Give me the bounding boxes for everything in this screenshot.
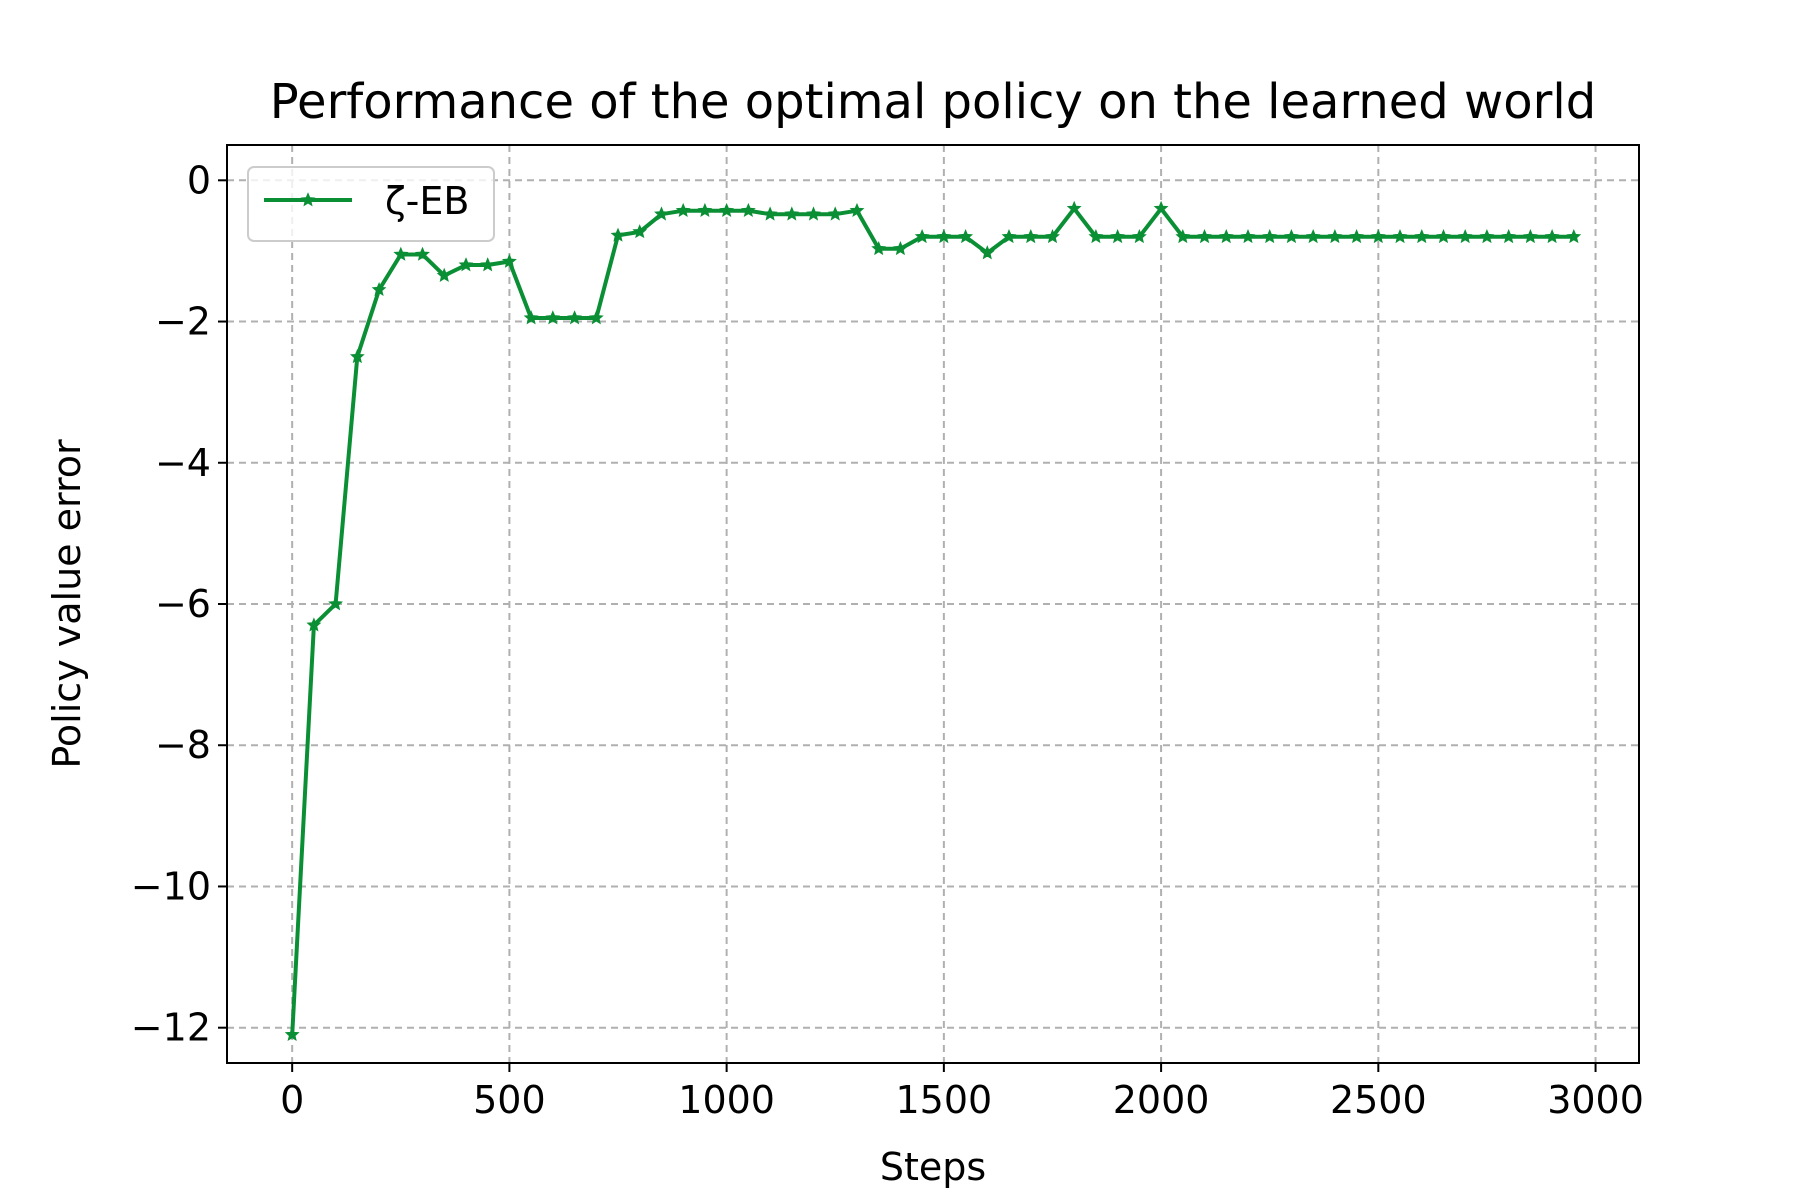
data-point: [284, 1027, 300, 1042]
data-point: [1414, 229, 1430, 244]
data-point: [393, 246, 409, 261]
data-point: [1131, 229, 1147, 244]
data-point: [523, 310, 539, 325]
x-axis-ticks: 0 500 1000 1500 2000 2500 3000: [280, 1063, 1644, 1122]
y-tick-label: −12: [131, 1006, 211, 1050]
data-point: [480, 257, 496, 272]
legend-marker: [300, 192, 316, 207]
data-point: [1544, 228, 1560, 244]
data-point: [1479, 229, 1495, 244]
data-point: [871, 240, 887, 256]
y-tick-label: −8: [155, 723, 211, 767]
data-point: [806, 206, 821, 221]
data-point: [1327, 228, 1343, 244]
data-point: [958, 228, 974, 244]
x-tick-label: 3000: [1547, 1078, 1644, 1122]
data-point: [567, 310, 583, 325]
data-point: [1088, 228, 1104, 244]
y-axis-label: Policy value error: [45, 439, 89, 769]
data-point: [654, 206, 669, 221]
legend: ζ-EB: [247, 166, 495, 242]
data-point: [1001, 229, 1017, 244]
data-point: [1566, 229, 1582, 244]
series-layer: [284, 200, 1582, 1042]
x-tick-label: 2000: [1113, 1078, 1210, 1122]
data-point: [719, 202, 735, 217]
data-point: [675, 202, 691, 217]
data-point: [1283, 229, 1299, 244]
y-axis-ticks: 0 −2 −4 −6 −8 −10 −12: [131, 158, 227, 1050]
y-tick-label: −10: [131, 864, 211, 908]
data-point: [328, 596, 344, 611]
data-point: [1522, 228, 1538, 244]
legend-box: [247, 166, 495, 242]
legend-label: ζ-EB: [385, 179, 469, 223]
data-point: [306, 617, 322, 632]
y-tick-label: 0: [187, 158, 211, 202]
x-tick-label: 2500: [1330, 1078, 1427, 1122]
x-tick-label: 0: [280, 1078, 304, 1122]
x-axis-label: Steps: [880, 1145, 986, 1189]
chart-title: Performance of the optimal policy on the…: [270, 74, 1596, 130]
data-point: [1110, 229, 1126, 244]
data-point: [349, 348, 365, 364]
data-point: [740, 202, 756, 217]
x-tick-label: 1000: [678, 1078, 775, 1122]
data-point: [979, 245, 995, 260]
data-point: [610, 227, 626, 242]
data-point: [1501, 229, 1517, 244]
data-point: [1305, 229, 1321, 244]
data-point: [1436, 228, 1451, 244]
data-point: [458, 257, 474, 272]
data-point: [632, 224, 648, 239]
data-point: [1370, 228, 1386, 244]
y-tick-label: −4: [155, 441, 211, 485]
data-point: [415, 246, 430, 261]
data-point: [371, 282, 387, 297]
data-point: [849, 202, 865, 217]
data-point: [436, 267, 452, 282]
data-point: [914, 229, 930, 244]
data-point: [1349, 228, 1365, 244]
data-point: [827, 206, 843, 221]
data-point: [1240, 228, 1256, 244]
data-point: [1262, 228, 1278, 244]
data-point: [1197, 229, 1212, 244]
data-point: [1023, 229, 1039, 244]
data-point: [697, 202, 713, 217]
data-point: [1218, 229, 1234, 244]
x-tick-label: 1500: [896, 1078, 993, 1122]
grid: [227, 145, 1639, 1063]
data-point: [892, 240, 908, 256]
data-point: [784, 206, 800, 221]
y-tick-label: −2: [155, 300, 211, 344]
data-point: [1175, 228, 1191, 244]
data-point: [936, 229, 952, 244]
data-point: [1153, 200, 1169, 215]
data-point: [762, 206, 778, 221]
data-point: [501, 253, 517, 268]
x-tick-label: 500: [473, 1078, 546, 1122]
y-tick-label: −6: [155, 582, 211, 626]
data-point: [545, 310, 561, 325]
data-point: [1045, 228, 1060, 244]
data-point: [1392, 229, 1408, 244]
data-point: [1066, 200, 1082, 215]
data-point: [1457, 228, 1473, 244]
data-point: [588, 310, 604, 325]
